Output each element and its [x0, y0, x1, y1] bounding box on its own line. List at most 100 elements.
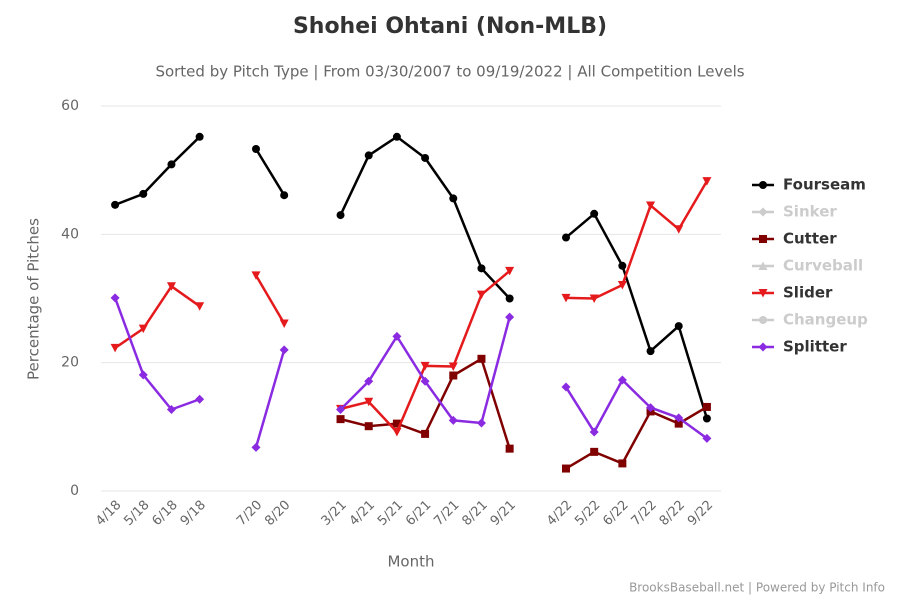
data-point: [421, 153, 430, 162]
data-point: [646, 201, 656, 210]
data-point: [448, 415, 458, 425]
legend-item[interactable]: Changeup: [752, 311, 868, 329]
legend-item[interactable]: Slider: [752, 284, 833, 302]
data-point: [166, 282, 176, 291]
data-point: [336, 211, 345, 220]
data-point: [195, 302, 205, 311]
x-tick-label: 7/21: [431, 498, 462, 529]
data-point: [420, 361, 430, 371]
y-tick-label: 40: [61, 226, 79, 242]
series-line: [565, 405, 708, 470]
x-tick-label: 9/18: [178, 498, 209, 529]
legend-item[interactable]: Cutter: [752, 230, 837, 248]
data-point: [111, 200, 120, 209]
data-point: [590, 209, 599, 218]
legend-label: Slider: [783, 284, 833, 302]
data-point: [561, 382, 571, 392]
x-tick-label: 8/22: [657, 498, 688, 529]
x-tick-label: 4/18: [93, 498, 124, 529]
data-point: [477, 264, 486, 273]
data-point: [646, 347, 655, 356]
data-point: [421, 429, 430, 438]
data-point: [476, 290, 486, 300]
x-tick-label: 6/22: [600, 498, 631, 529]
data-point: [392, 331, 402, 341]
series-line: [114, 135, 201, 206]
series-line: [564, 378, 708, 440]
legend-symbol: [758, 261, 768, 270]
x-tick-label: 9/22: [685, 498, 716, 529]
y-axis-label: Percentage of Pitches: [25, 218, 43, 380]
data-point: [476, 418, 486, 428]
x-axis-label: Month: [387, 553, 434, 571]
data-point: [110, 343, 120, 353]
y-tick-label: 20: [61, 355, 79, 371]
data-point: [702, 433, 712, 443]
data-point: [702, 177, 712, 186]
data-point: [364, 397, 374, 407]
x-tick-label: 5/21: [375, 498, 406, 529]
x-tick-label: 7/22: [629, 498, 660, 529]
data-point: [252, 144, 260, 153]
chart-title: Shohei Ohtani (Non-MLB): [293, 14, 607, 39]
data-point: [138, 324, 148, 334]
legend-label: Curveball: [783, 257, 863, 275]
series-line: [254, 274, 286, 325]
y-tick-label: 0: [70, 483, 79, 499]
legend-label: Fourseam: [783, 176, 866, 194]
data-point: [279, 345, 289, 355]
data-point: [138, 370, 148, 380]
legend-item[interactable]: Fourseam: [752, 176, 866, 194]
data-point: [617, 375, 627, 385]
legend-item[interactable]: Splitter: [752, 338, 847, 356]
data-point: [562, 464, 570, 473]
data-point: [392, 132, 401, 141]
data-point: [420, 376, 430, 386]
data-point: [646, 403, 656, 413]
data-point: [167, 160, 176, 169]
data-point: [195, 394, 205, 404]
data-point: [364, 422, 373, 431]
legend-item[interactable]: Curveball: [752, 257, 863, 275]
data-point: [674, 322, 683, 331]
x-tick-label: 5/18: [121, 498, 152, 529]
y-tick-label: 60: [61, 98, 79, 114]
data-point: [279, 319, 289, 329]
series-line: [565, 212, 709, 419]
data-point: [617, 281, 627, 290]
legend-item[interactable]: Sinker: [752, 203, 837, 221]
data-point: [561, 293, 571, 303]
series-line: [254, 349, 286, 448]
series-line: [254, 148, 286, 196]
data-point: [674, 419, 683, 428]
data-point: [166, 405, 176, 415]
data-point: [336, 405, 346, 415]
data-point: [251, 442, 261, 452]
data-point: [505, 294, 514, 303]
x-tick-label: 8/21: [460, 498, 491, 529]
data-point: [674, 413, 684, 423]
data-point: [336, 415, 345, 424]
data-point: [674, 225, 684, 234]
data-point: [448, 362, 458, 372]
data-point: [505, 266, 515, 276]
legend-symbol: [758, 289, 768, 298]
data-point: [702, 414, 711, 423]
data-point: [590, 447, 599, 456]
legend-symbol: [759, 181, 767, 189]
data-point: [251, 271, 261, 280]
data-point: [449, 371, 458, 380]
legend-label: Cutter: [783, 230, 837, 248]
data-point: [280, 191, 289, 200]
data-point: [589, 294, 599, 303]
legend-symbol: [758, 207, 768, 217]
chart-subtitle: Sorted by Pitch Type | From 03/30/2007 t…: [155, 63, 744, 81]
x-tick-label: 4/22: [544, 498, 575, 529]
data-point: [618, 261, 627, 270]
data-point: [392, 419, 401, 428]
x-tick-label: 6/18: [150, 498, 181, 529]
data-point: [505, 444, 514, 453]
legend-label: Sinker: [783, 203, 837, 221]
legend-symbol: [759, 316, 767, 324]
